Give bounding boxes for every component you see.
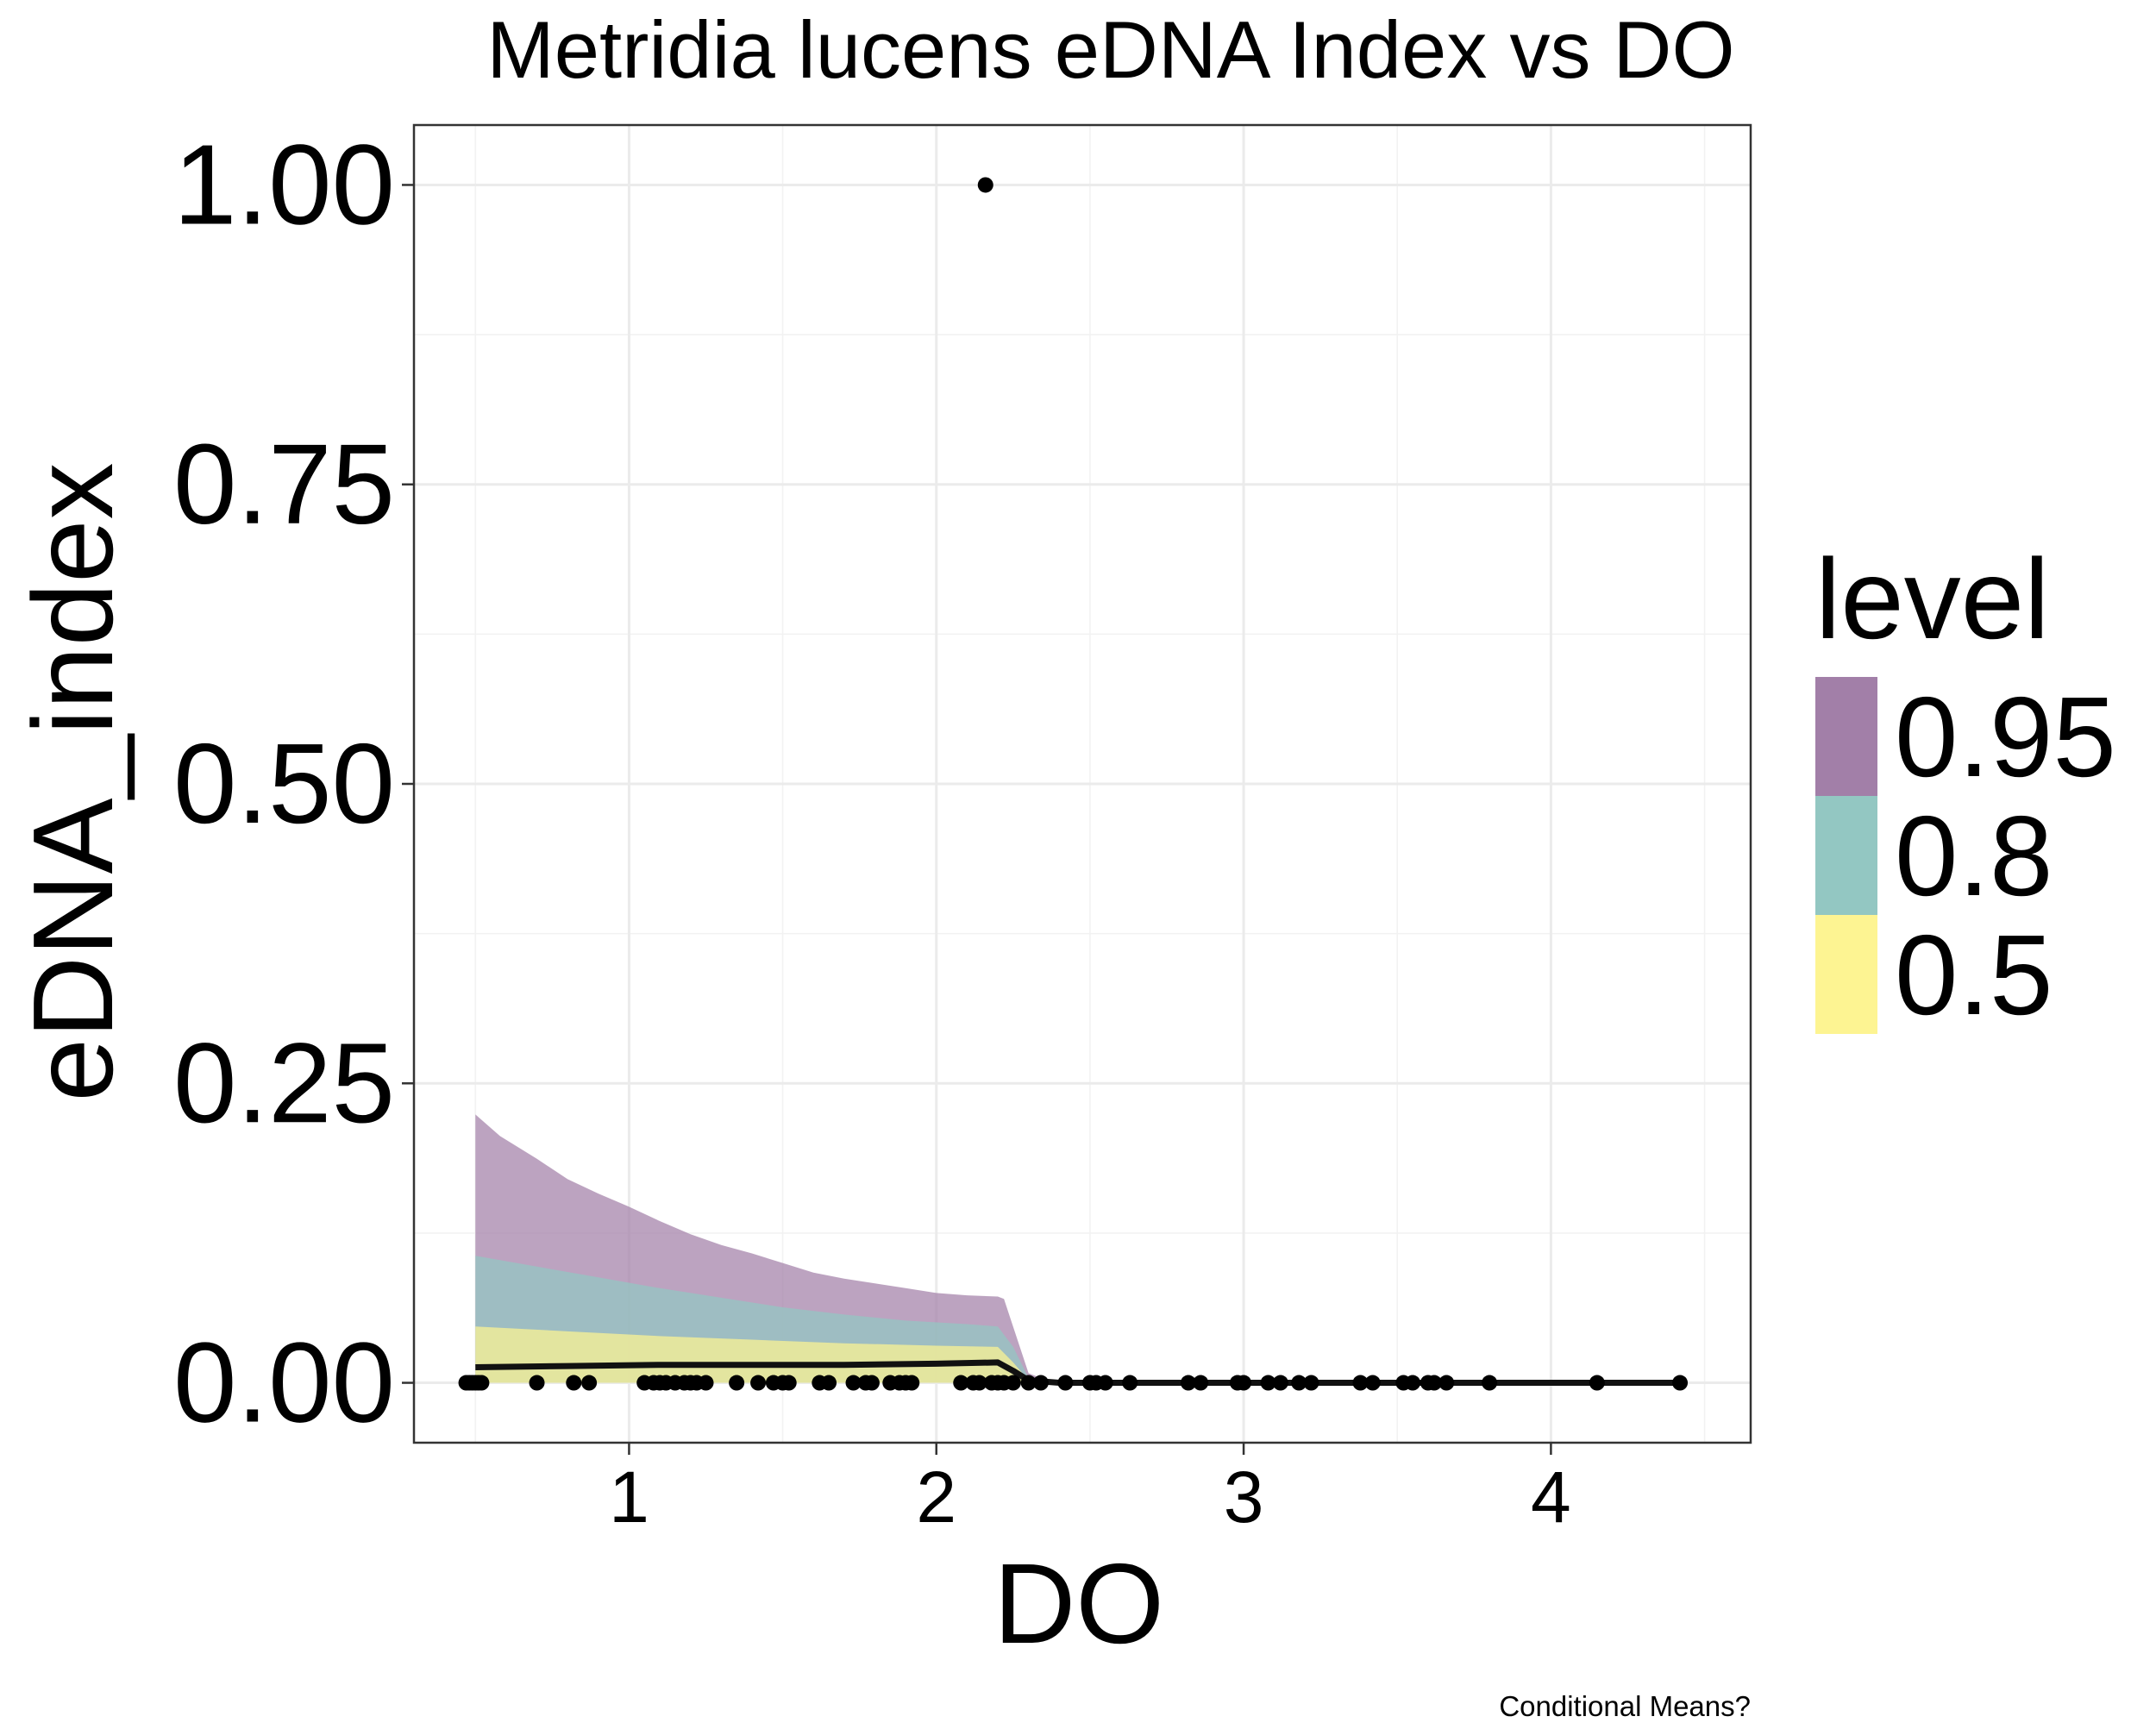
legend-label: 0.8	[1895, 792, 2053, 919]
data-point	[1672, 1375, 1689, 1391]
legend-label: 0.95	[1895, 673, 2116, 800]
data-point	[904, 1375, 920, 1391]
data-point	[863, 1375, 880, 1391]
legend-title: level	[1815, 536, 2049, 662]
data-points	[458, 177, 1689, 1391]
data-point	[1097, 1375, 1113, 1391]
y-tick-label: 0.50	[173, 720, 395, 847]
data-point	[1193, 1375, 1209, 1391]
legend-key-0-8	[1815, 796, 1877, 915]
data-point	[977, 177, 993, 193]
ribbon-band-0-5	[475, 1326, 1044, 1383]
data-point	[971, 1375, 987, 1391]
x-axis-ticks: 1 2 3 4	[609, 1443, 1571, 1538]
x-tick-label: 2	[916, 1456, 956, 1538]
x-tick-label: 1	[609, 1456, 649, 1538]
data-point	[845, 1375, 862, 1391]
data-point	[1272, 1375, 1288, 1391]
data-point	[1020, 1375, 1037, 1391]
data-point	[581, 1375, 598, 1391]
data-point	[1032, 1375, 1049, 1391]
data-point	[1057, 1375, 1074, 1391]
y-tick-label: 0.25	[173, 1019, 395, 1146]
data-point	[1405, 1375, 1421, 1391]
x-tick-label: 4	[1531, 1456, 1571, 1538]
data-point	[698, 1375, 714, 1391]
y-tick-label: 0.00	[173, 1319, 395, 1446]
chart-caption: Conditional Means?	[1499, 1690, 1751, 1722]
data-point	[780, 1375, 797, 1391]
data-point	[1303, 1375, 1319, 1391]
data-point	[1438, 1375, 1455, 1391]
data-point	[473, 1375, 490, 1391]
data-point	[953, 1375, 969, 1391]
data-point	[1589, 1375, 1605, 1391]
chart-title: Metridia lucens eDNA Index vs DO	[486, 4, 1734, 95]
data-point	[1005, 1375, 1021, 1391]
x-axis-label: DO	[993, 1540, 1164, 1667]
legend-label: 0.5	[1895, 911, 2053, 1038]
data-point	[1291, 1375, 1307, 1391]
data-point	[1122, 1375, 1138, 1391]
data-point	[1364, 1375, 1381, 1391]
legend-key-0-95	[1815, 677, 1877, 796]
y-axis-label: eDNA_index	[9, 462, 136, 1101]
data-point	[529, 1375, 545, 1391]
data-point	[566, 1375, 582, 1391]
data-point	[750, 1375, 767, 1391]
data-point	[1426, 1375, 1442, 1391]
y-tick-label: 1.00	[173, 121, 395, 247]
x-tick-label: 3	[1224, 1456, 1264, 1538]
data-point	[1352, 1375, 1369, 1391]
y-tick-label: 0.75	[173, 421, 395, 548]
data-point	[1180, 1375, 1196, 1391]
y-axis-ticks: 0.00 0.25 0.50 0.75 1.00	[173, 121, 414, 1446]
legend: level 0.950.80.5	[1815, 536, 2116, 1038]
legend-key-0-5	[1815, 915, 1877, 1034]
data-point	[729, 1375, 745, 1391]
ribbon-bands	[475, 1114, 1075, 1383]
data-point	[1482, 1375, 1498, 1391]
data-point	[821, 1375, 837, 1391]
data-point	[1236, 1375, 1252, 1391]
data-point	[1260, 1375, 1276, 1391]
